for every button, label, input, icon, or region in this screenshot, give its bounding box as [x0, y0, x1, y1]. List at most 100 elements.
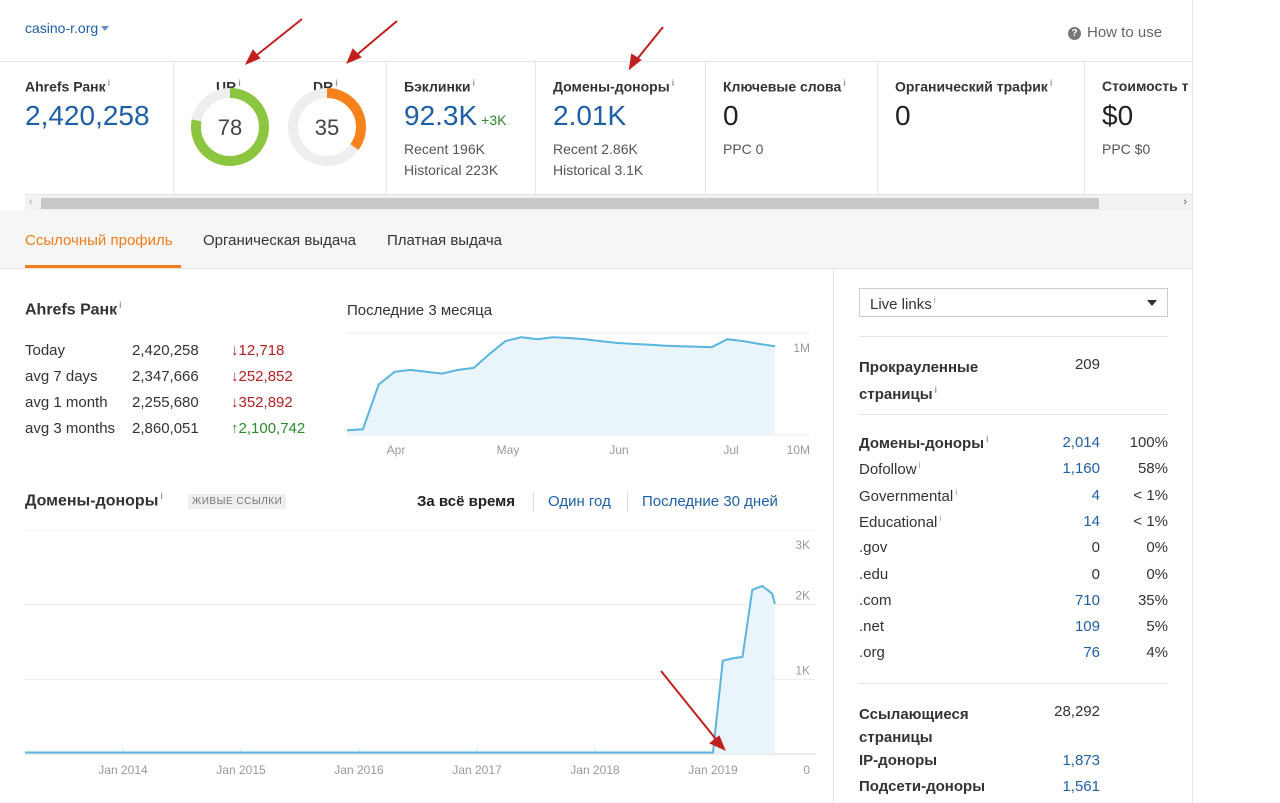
cost-ppc: PPC $0 [1102, 141, 1151, 157]
info-icon[interactable]: i [1049, 78, 1053, 88]
metrics-scrollbar[interactable]: ‹ › [25, 194, 1192, 211]
breakdown-label-text: .org [859, 644, 885, 661]
info-icon[interactable]: i [933, 295, 936, 305]
x-tick-label: May [497, 443, 520, 457]
x-tick-label: Jun [609, 443, 628, 457]
breakdown-label: Educational i [859, 513, 941, 531]
ref-pages-label: Ссылающиеся страницы [859, 703, 969, 749]
y-tick-label: 0 [803, 763, 810, 777]
how-to-use-link[interactable]: ? How to use [1068, 24, 1162, 41]
keywords-value[interactable]: 0 [723, 100, 739, 131]
info-icon[interactable]: i [918, 460, 921, 470]
ip-label: IP-доноры [859, 752, 938, 769]
period-last-30-days[interactable]: Последние 30 дней [642, 493, 778, 510]
rank-row-label: avg 1 month [25, 394, 108, 411]
info-icon[interactable]: i [986, 434, 989, 444]
info-icon[interactable]: i [955, 487, 958, 497]
dr-gauge: 35 [288, 88, 366, 166]
cost-label: Стоимость т [1102, 78, 1189, 94]
breakdown-label-text: Домены-доноры [859, 435, 985, 452]
breakdown-label-text: .edu [859, 566, 889, 583]
tab-organic[interactable]: Органическая выдача [203, 232, 357, 249]
scroll-left-icon[interactable]: ‹ [29, 196, 33, 208]
breakdown-value[interactable]: 1,160 [1062, 460, 1100, 477]
info-icon[interactable]: i [119, 300, 122, 310]
info-icon[interactable]: i [335, 78, 338, 88]
ref-pages-label-line2: страницы [859, 729, 933, 746]
active-tab-indicator [25, 265, 181, 268]
period-all-time[interactable]: За всё время [417, 493, 515, 510]
breakdown-value[interactable]: 4 [1091, 487, 1100, 504]
x-tick-label: Jan 2016 [334, 763, 384, 777]
chevron-down-icon [101, 26, 110, 31]
period-one-year[interactable]: Один год [548, 493, 611, 510]
rank-row-value: 2,420,258 [132, 342, 199, 359]
dropdown-arrow-icon [1147, 300, 1157, 306]
breakdown-value[interactable]: 14 [1083, 513, 1100, 530]
tab-link-profile[interactable]: Ссылочный профиль [25, 232, 173, 249]
info-icon[interactable]: i [238, 78, 241, 88]
breakdown-percent: < 1% [1133, 487, 1168, 504]
metrics-strip: Ahrefs Ранк i 2,420,258 UR i 78 DR i 35 Бэк… [0, 61, 1192, 195]
crawled-pages-value: 209 [1074, 356, 1100, 373]
breakdown-label-text: Governmental [859, 488, 954, 505]
crawled-pages-label: Прокрауленные страницы i [859, 356, 978, 406]
breakdown-value[interactable]: 76 [1083, 644, 1100, 661]
info-icon[interactable]: i [843, 78, 846, 88]
info-icon[interactable]: i [939, 513, 942, 523]
breakdown-label: .net [859, 618, 884, 635]
domains-line [25, 584, 776, 754]
scrollbar-thumb[interactable] [41, 198, 1099, 209]
ahrefs-rank-value[interactable]: 2,420,258 [25, 100, 150, 131]
scroll-right-icon[interactable]: › [1183, 196, 1187, 208]
metric-cost: Стоимость т $0 PPC $0 [1085, 62, 1192, 195]
breakdown-percent: 5% [1146, 618, 1168, 635]
info-icon[interactable]: i [671, 78, 675, 88]
domains-area [25, 586, 775, 754]
breakdown-label-text: Educational [859, 514, 938, 531]
ip-value[interactable]: 1,873 [1062, 752, 1100, 769]
ref-pages-label-line1: Ссылающиеся [859, 706, 969, 723]
x-tick-label: Jan 2014 [98, 763, 148, 777]
ref-domains-value[interactable]: 2.01K [553, 100, 627, 131]
rank-title-text: Ahrefs Ранк [25, 301, 118, 319]
crawled-label-line2: страницы [859, 386, 933, 403]
breakdown-label: .org [859, 644, 885, 661]
live-links-select[interactable]: Live links i [859, 288, 1168, 317]
x-tick-label: Jan 2015 [216, 763, 266, 777]
metric-ur-dr: UR i 78 DR i 35 [174, 62, 387, 195]
breakdown-percent: < 1% [1133, 513, 1168, 530]
keywords-label: Ключевые слова [723, 78, 842, 95]
subnets-value[interactable]: 1,561 [1062, 778, 1100, 795]
rank-chart: 1M 10M Apr May Jun Jul [346, 332, 810, 457]
live-links-badge: ЖИВЫЕ ССЫЛКИ [188, 494, 287, 509]
info-icon[interactable]: i [107, 78, 111, 88]
cost-value[interactable]: $0 [1102, 100, 1134, 131]
breakdown-percent: 0% [1146, 566, 1168, 583]
domain-selector[interactable]: casino-r.org [25, 20, 110, 36]
tab-paid[interactable]: Платная выдача [387, 232, 503, 249]
breakdown-label: Dofollow i [859, 460, 921, 478]
backlinks-value[interactable]: 92.3K [404, 100, 478, 131]
organic-value[interactable]: 0 [895, 100, 911, 131]
info-icon[interactable]: i [160, 491, 163, 501]
divider [859, 414, 1168, 415]
info-icon[interactable]: i [934, 385, 938, 395]
metric-keywords: Ключевые слова i 0 PPC 0 [706, 62, 878, 195]
breakdown-value[interactable]: 109 [1074, 618, 1100, 635]
breakdown-label: .com [859, 592, 892, 609]
rank-row-change: ↓252,852 [231, 368, 293, 385]
rank-row-label: avg 7 days [25, 368, 98, 385]
info-icon[interactable]: i [472, 78, 476, 88]
breakdown-value[interactable]: 2,014 [1062, 434, 1100, 451]
rank-section-title: Ahrefs Ранк i [25, 300, 122, 319]
keywords-ppc: PPC 0 [723, 141, 764, 157]
rank-row-change: ↑2,100,742 [231, 420, 306, 437]
section-tabs: Ссылочный профиль Органическая выдача Пл… [0, 211, 1192, 269]
select-value: Live links [870, 296, 932, 313]
breakdown-label-text: Dofollow [859, 461, 917, 478]
period-separator [627, 492, 628, 512]
rank-line [346, 336, 776, 432]
rank-area [347, 337, 775, 435]
breakdown-value[interactable]: 710 [1074, 592, 1100, 609]
